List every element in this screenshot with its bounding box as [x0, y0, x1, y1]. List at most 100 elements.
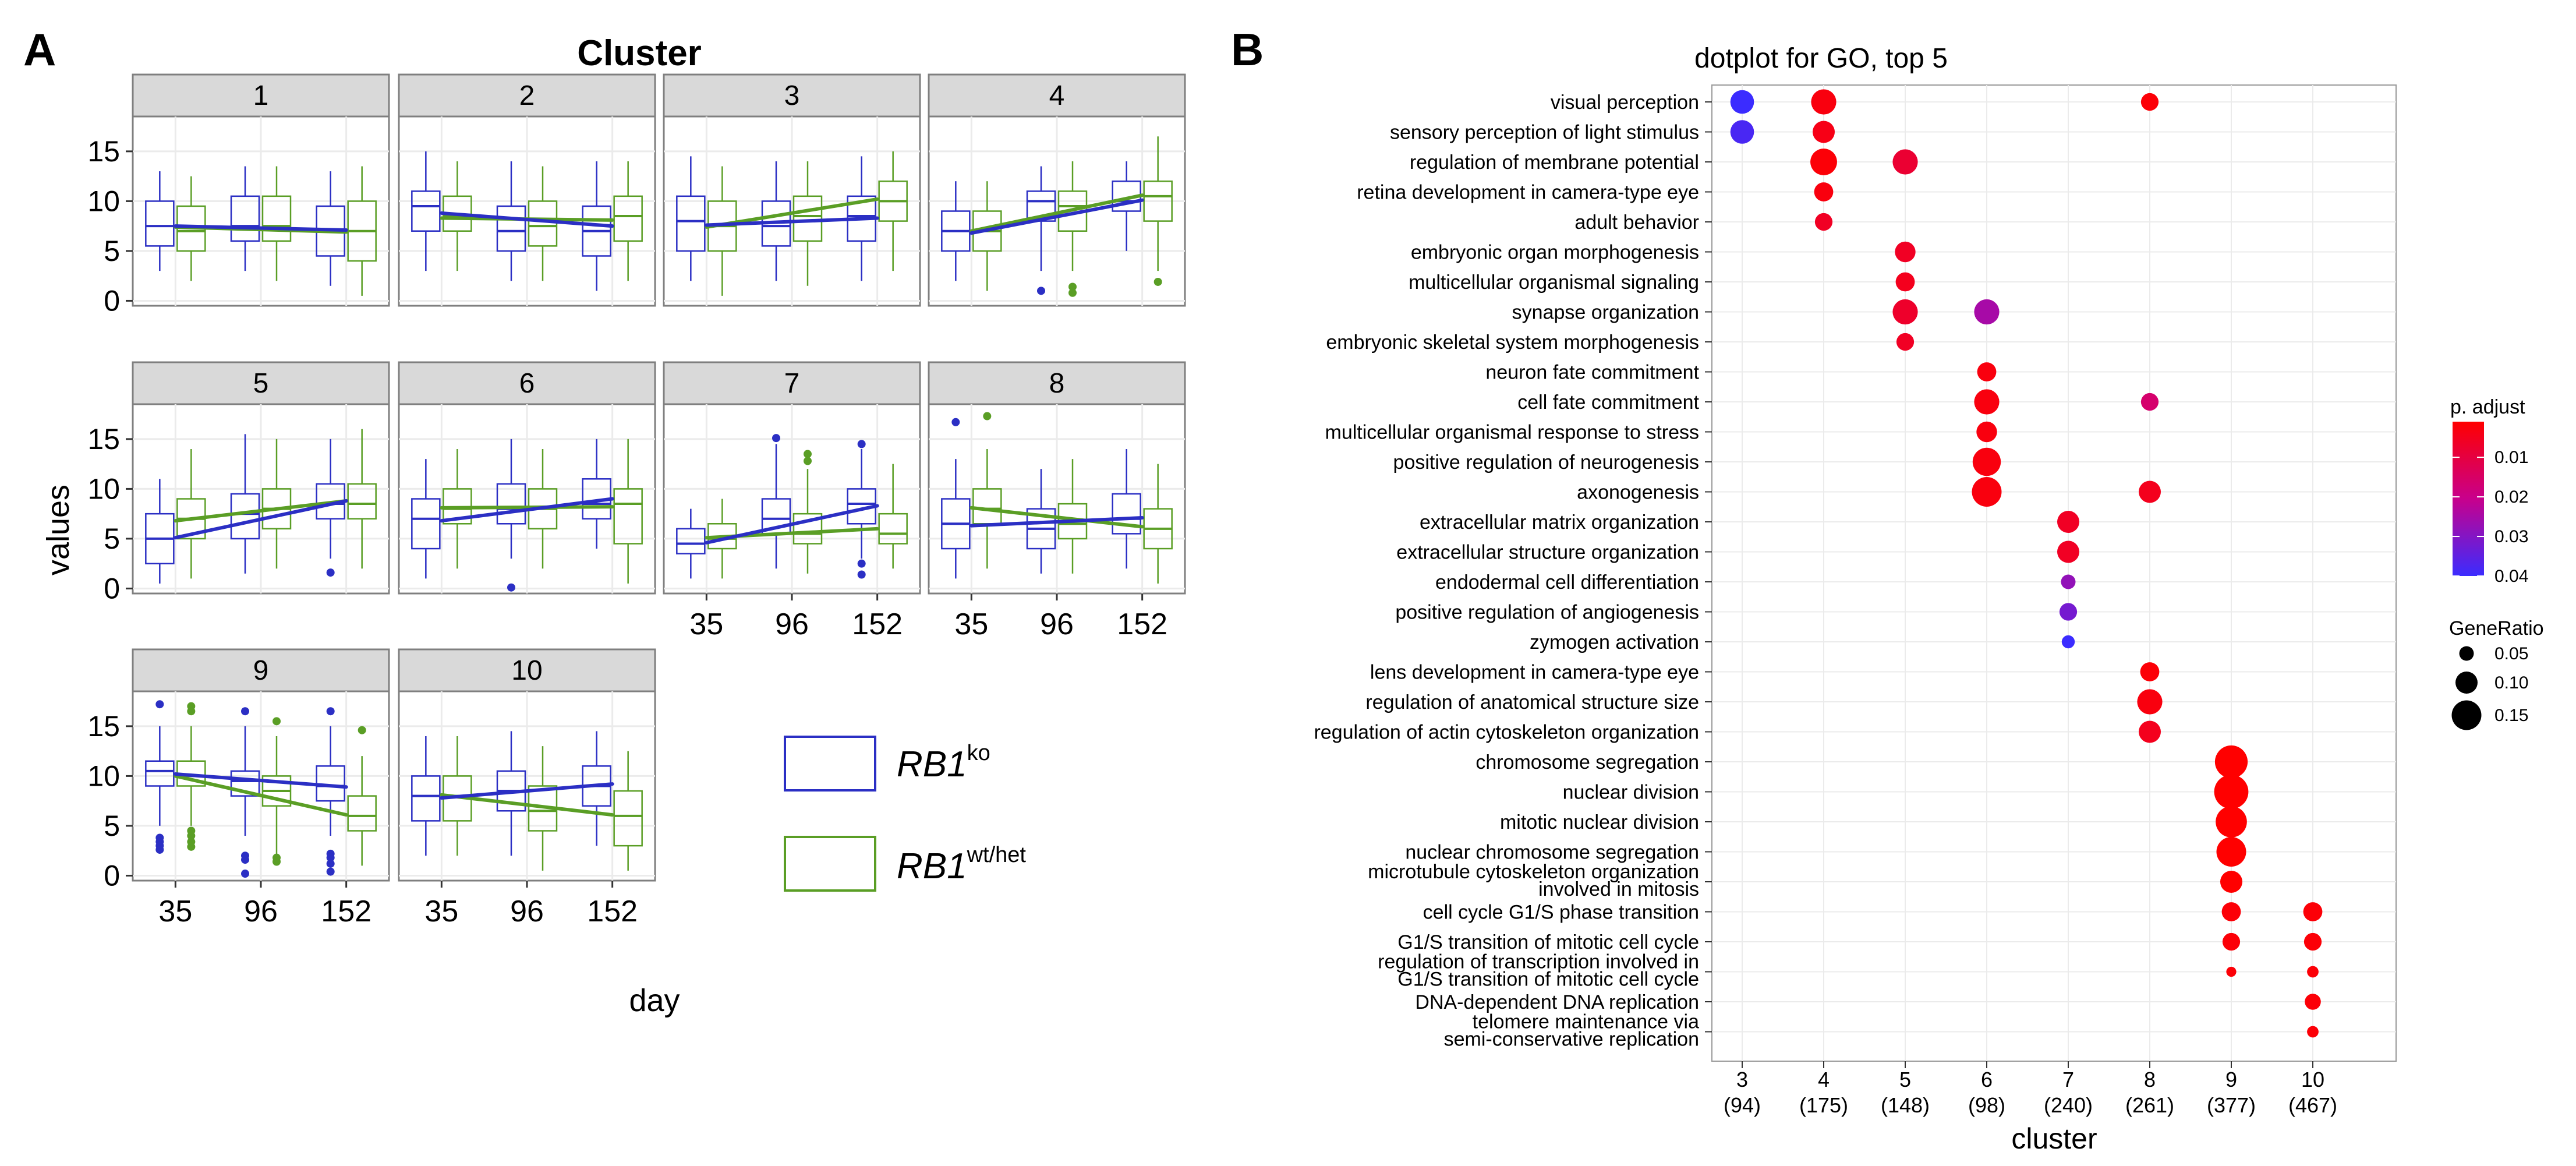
dot-point	[2140, 662, 2160, 681]
color-legend-tick-label: 0.03	[2494, 527, 2528, 546]
ko-box-day-96-box	[496, 205, 526, 252]
term-label: G1/S transition of mitotic cell cycle	[1397, 969, 1699, 991]
dot-point	[2140, 393, 2159, 411]
term-label: embryonic skeletal system morphogenesis	[1326, 331, 1699, 354]
panel-b-title: dotplot for GO, top 5	[1694, 43, 1948, 74]
dot-point	[2057, 511, 2079, 533]
legend-wt-swatch	[784, 836, 876, 892]
wt-trend-line	[969, 506, 1144, 529]
y-tick-label: 5	[104, 522, 120, 555]
dot-point	[1972, 447, 2001, 476]
wt-outlier	[273, 717, 281, 726]
term-label: axonogenesis	[1577, 482, 1699, 504]
color-legend: p. adjust 0.01 0.02 0.03 0.04	[2450, 396, 2528, 586]
x-tick-count: (148)	[1881, 1093, 1930, 1117]
term-label: telomere maintenance via	[1473, 1011, 1699, 1033]
dot-point	[2221, 902, 2241, 921]
dot-point	[2061, 635, 2075, 649]
term-label: regulation of actin cytoskeleton organiz…	[1314, 722, 1699, 744]
term-label: multicellular organismal response to str…	[1325, 422, 1699, 444]
box-panel-5: 5 0 5 10 15	[87, 361, 390, 605]
x-tick-label: 7	[2062, 1068, 2074, 1091]
dot-point	[1977, 362, 1997, 381]
ko-box-day-35-box	[676, 528, 706, 554]
box-panel-7: 7 35 96 152	[663, 361, 921, 641]
dot-point	[1976, 421, 1997, 443]
x-tick-label: 35	[158, 895, 192, 928]
x-tick-label: 152	[587, 895, 638, 928]
dot-point	[1814, 182, 1834, 202]
ko-outlier	[326, 707, 335, 716]
x-tick-label: 152	[321, 895, 371, 928]
term-label: extracellular matrix organization	[1420, 511, 1699, 533]
wt-outlier	[358, 726, 366, 734]
strip-label-4: 4	[1049, 80, 1065, 111]
wt-trend-line	[969, 193, 1144, 233]
size-legend-label: 0.10	[2494, 673, 2528, 692]
y-tick-label: 0	[104, 284, 120, 317]
term-label: G1/S transition of mitotic cell cycle	[1397, 931, 1699, 953]
x-tick-label: 3	[1736, 1068, 1748, 1091]
strip-label-8: 8	[1049, 368, 1065, 399]
wt-trend-line	[440, 793, 614, 817]
ko-box-day-96-box	[230, 770, 260, 797]
legend-item-wt: RB1wt/het	[784, 836, 1026, 892]
dot-point	[1810, 149, 1837, 175]
legend-ko-swatch	[784, 736, 876, 792]
ko-trend-line	[440, 497, 614, 523]
wt-outlier	[273, 857, 281, 866]
dot-point	[1730, 90, 1754, 114]
strip-label-3: 3	[784, 80, 800, 111]
dot-point	[2214, 775, 2249, 809]
strip-7	[663, 361, 921, 405]
wt-outlier	[983, 412, 992, 421]
ko-trend-line	[969, 516, 1144, 528]
wt-trend-line	[174, 774, 348, 817]
x-tick-count: (94)	[1724, 1093, 1761, 1117]
ko-outlier	[857, 440, 866, 448]
dot-point	[2307, 1026, 2319, 1038]
y-tick-label: 10	[87, 185, 120, 217]
wt-outlier	[187, 832, 196, 840]
ko-outlier	[772, 434, 780, 443]
dot-point	[1896, 333, 1915, 351]
dot-point	[2139, 720, 2161, 743]
ko-trend-line	[705, 504, 879, 545]
ko-outlier	[326, 568, 335, 577]
ko-outlier	[155, 845, 164, 854]
dot-point	[1972, 477, 2002, 507]
x-tick-label: 35	[954, 607, 988, 641]
x-tick-count: (467)	[2288, 1093, 2337, 1117]
dot-point	[2140, 93, 2159, 111]
term-label: regulation of anatomical structure size	[1365, 691, 1699, 713]
strip-6	[398, 361, 656, 405]
x-tick-label: 6	[1981, 1068, 1993, 1091]
x-tick-label: 96	[510, 895, 544, 928]
ko-outlier	[857, 570, 866, 579]
dot-point	[2059, 603, 2078, 621]
wt-box-day-152-box	[613, 790, 643, 847]
y-tick-label: 0	[104, 572, 120, 605]
ko-box-day-96-box	[230, 493, 260, 540]
term-label: cell cycle G1/S phase transition	[1423, 902, 1699, 924]
strip-5	[132, 361, 390, 405]
strip-4	[928, 73, 1186, 118]
strip-label-6: 6	[519, 368, 535, 399]
dot-point	[2303, 902, 2323, 921]
y-tick-label: 5	[104, 810, 120, 842]
term-label: lens development in camera-type eye	[1370, 662, 1699, 684]
wt-outlier	[187, 707, 196, 716]
legend-item-ko: RB1ko	[784, 736, 990, 792]
term-label: neuron fate commitment	[1485, 362, 1699, 384]
x-tick-label: 10	[2301, 1068, 2324, 1091]
dot-point	[1813, 121, 1835, 143]
y-tick-label: 0	[104, 859, 120, 892]
size-legend-label: 0.05	[2494, 644, 2528, 663]
ko-outlier	[241, 707, 249, 716]
ko-trend-line	[969, 198, 1144, 235]
legend-wt-label: RB1wt/het	[897, 843, 1026, 886]
dot-point	[1730, 120, 1754, 144]
